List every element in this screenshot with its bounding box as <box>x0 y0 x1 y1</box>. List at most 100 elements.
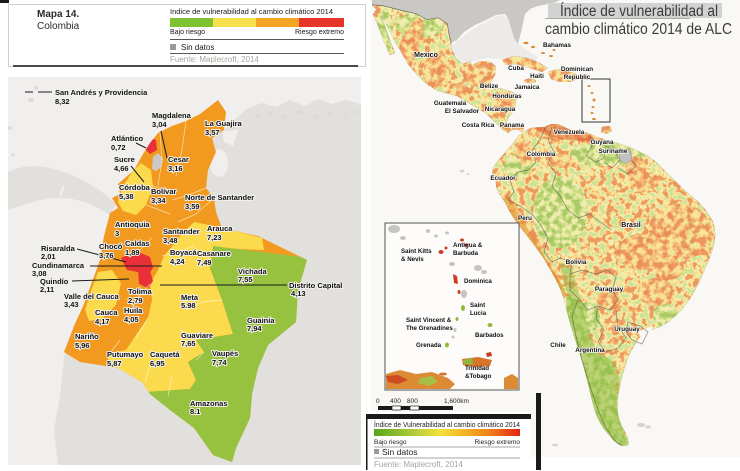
svg-text:Costa Rica: Costa Rica <box>462 122 495 129</box>
svg-text:3,57: 3,57 <box>205 128 220 137</box>
svg-text:8,32: 8,32 <box>55 97 70 106</box>
svg-text:Bolivia: Bolivia <box>566 259 587 266</box>
svg-text:Honduras: Honduras <box>492 93 522 100</box>
svg-text:Guainía: Guainía <box>247 316 275 325</box>
svg-text:Trinidad: Trinidad <box>465 365 489 372</box>
svg-text:7,55: 7,55 <box>238 275 253 284</box>
svg-text:Meta: Meta <box>181 293 199 302</box>
svg-text:Vaupés: Vaupés <box>212 349 238 358</box>
svg-text:Norte de Santander: Norte de Santander <box>185 193 254 202</box>
svg-text:Saint Kitts: Saint Kitts <box>401 248 432 255</box>
svg-text:5,38: 5,38 <box>119 192 134 201</box>
svg-text:Amazonas: Amazonas <box>190 399 228 408</box>
svg-text:Putumayo: Putumayo <box>107 350 144 359</box>
svg-text:Valle del Cauca: Valle del Cauca <box>64 292 119 301</box>
svg-text:4,17: 4,17 <box>95 317 110 326</box>
svg-text:Argentina: Argentina <box>575 347 605 354</box>
svg-text:Arauca: Arauca <box>207 224 233 233</box>
svg-text:3,48: 3,48 <box>163 236 178 245</box>
svg-text:Chocó: Chocó <box>99 242 123 251</box>
svg-text:2,01: 2,01 <box>41 252 56 261</box>
svg-text:Vichada: Vichada <box>238 267 267 276</box>
svg-text:3,16: 3,16 <box>168 164 183 173</box>
svg-text:Dominican: Dominican <box>561 66 593 73</box>
svg-text:7,23: 7,23 <box>207 233 222 242</box>
svg-text:Casanare: Casanare <box>197 249 231 258</box>
svg-text:4,13: 4,13 <box>291 289 306 298</box>
svg-text:Lucia: Lucia <box>470 310 487 317</box>
svg-text:4,24: 4,24 <box>170 257 185 266</box>
svg-text:Cesar: Cesar <box>168 155 189 164</box>
svg-text:Índice de Vulnerabilidad al ca: Índice de Vulnerabilidad al cambio climá… <box>374 420 520 429</box>
svg-text:Distrito Capital: Distrito Capital <box>289 281 342 290</box>
svg-text:800: 800 <box>407 398 418 405</box>
svg-text:Haiti: Haiti <box>530 73 544 80</box>
svg-text:Republic: Republic <box>564 74 591 81</box>
svg-text:Uruguay: Uruguay <box>614 326 640 333</box>
svg-text:Saint: Saint <box>470 302 485 309</box>
svg-text:Venezuela: Venezuela <box>554 129 585 136</box>
svg-text:Antioquia: Antioquia <box>115 220 150 229</box>
svg-text:Tolima: Tolima <box>128 287 152 296</box>
svg-text:400: 400 <box>390 398 401 405</box>
svg-text:4,66: 4,66 <box>114 164 129 173</box>
svg-text:2,11: 2,11 <box>40 285 54 294</box>
svg-text:1,600km: 1,600km <box>444 398 469 405</box>
svg-text:0: 0 <box>376 398 380 405</box>
svg-text:3,43: 3,43 <box>64 300 79 309</box>
svg-text:0,72: 0,72 <box>111 143 126 152</box>
svg-text:Bajo riesgo: Bajo riesgo <box>374 439 407 446</box>
svg-text:Magdalena: Magdalena <box>152 111 192 120</box>
svg-text:Dominica: Dominica <box>464 278 492 285</box>
svg-text:3,59: 3,59 <box>185 202 200 211</box>
svg-text:Cundinamarca: Cundinamarca <box>32 261 85 270</box>
svg-text:Atlántico: Atlántico <box>111 134 144 143</box>
svg-text:Cauca: Cauca <box>95 308 118 317</box>
svg-text:Quindío: Quindío <box>40 277 69 286</box>
svg-text:7,74: 7,74 <box>212 358 227 367</box>
svg-text:Caldas: Caldas <box>125 239 150 248</box>
svg-text:Sucre: Sucre <box>114 155 135 164</box>
svg-text:Paraguay: Paraguay <box>595 286 624 293</box>
svg-text:7,65: 7,65 <box>181 339 196 348</box>
svg-text:Jamaica: Jamaica <box>515 84 540 91</box>
svg-text:Nicaragua: Nicaragua <box>485 106 516 113</box>
svg-text:Antigua &: Antigua & <box>453 242 483 249</box>
svg-text:Panama: Panama <box>500 122 525 129</box>
svg-text:cambio climático 2014 de ALC: cambio climático 2014 de ALC <box>545 21 732 38</box>
svg-text:5.98: 5.98 <box>181 301 196 310</box>
svg-text:Índice de vulnerabilidad al: Índice de vulnerabilidad al <box>560 3 718 20</box>
svg-text:El Salvador: El Salvador <box>445 108 480 115</box>
svg-text:3,08: 3,08 <box>32 269 47 278</box>
svg-text:Guyana: Guyana <box>590 139 614 146</box>
svg-text:Saint Vincent &: Saint Vincent & <box>406 317 452 324</box>
svg-text:San Andrés y Providencia: San Andrés y Providencia <box>55 88 148 97</box>
svg-text:La Guajira: La Guajira <box>205 119 243 128</box>
svg-text:Ecuador: Ecuador <box>490 175 516 182</box>
svg-text:3,34: 3,34 <box>151 196 166 205</box>
svg-text:7,49: 7,49 <box>197 258 212 267</box>
svg-text:& Nevis: & Nevis <box>401 256 424 263</box>
svg-text:5,96: 5,96 <box>75 341 90 350</box>
svg-text:Riesgo extremo: Riesgo extremo <box>474 439 520 446</box>
svg-text:Guaviare: Guaviare <box>181 331 213 340</box>
svg-text:5,87: 5,87 <box>107 359 122 368</box>
svg-text:&Tobago: &Tobago <box>465 373 492 380</box>
svg-text:The Grenadines: The Grenadines <box>406 325 453 332</box>
svg-text:3,76: 3,76 <box>99 251 114 260</box>
svg-text:Guatemala: Guatemala <box>434 100 467 107</box>
svg-text:3: 3 <box>115 229 119 238</box>
svg-text:Bahamas: Bahamas <box>543 42 571 49</box>
svg-text:Bolívar: Bolívar <box>151 187 177 196</box>
svg-text:Fuente: Maplecroft, 2014: Fuente: Maplecroft, 2014 <box>374 460 463 469</box>
svg-text:2,79: 2,79 <box>128 296 143 305</box>
svg-text:Suriname: Suriname <box>599 148 628 155</box>
svg-text:Huila: Huila <box>124 306 143 315</box>
svg-text:Risaralda: Risaralda <box>41 244 76 253</box>
svg-text:8.1: 8.1 <box>190 407 200 416</box>
svg-text:Córdoba: Córdoba <box>119 183 151 192</box>
svg-text:Barbuda: Barbuda <box>453 250 479 257</box>
svg-text:Mexico: Mexico <box>414 52 438 59</box>
svg-text:Peru: Peru <box>518 215 532 222</box>
svg-text:Santander: Santander <box>163 227 200 236</box>
